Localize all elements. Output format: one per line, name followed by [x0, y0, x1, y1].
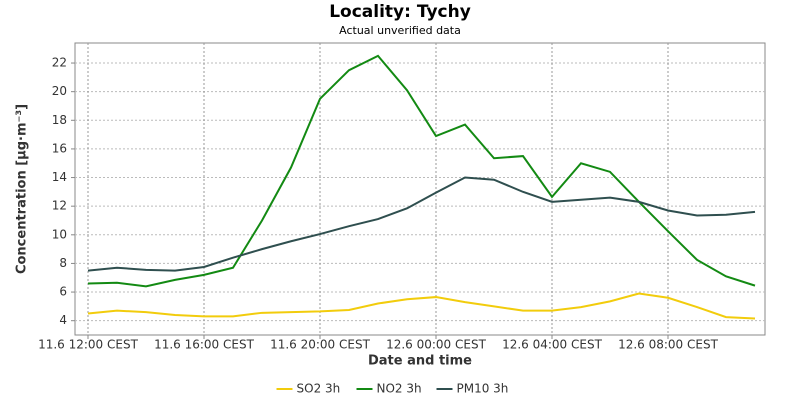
y-tick-label: 16	[52, 141, 67, 155]
y-tick-label: 22	[52, 56, 67, 70]
x-tick-label: 11.6 16:00 CEST	[154, 338, 255, 352]
x-tick-label: 12.6 08:00 CEST	[618, 338, 719, 352]
series-line	[87, 292, 756, 320]
y-tick-label: 8	[59, 256, 67, 270]
y-tick-label: 14	[52, 170, 67, 184]
legend-label: PM10 3h	[457, 382, 509, 396]
x-tick-label: 12.6 00:00 CEST	[386, 338, 487, 352]
x-tick-label: 11.6 12:00 CEST	[38, 338, 139, 352]
y-axis-title: Concentration [µg·m⁻³]	[15, 104, 30, 274]
x-tick-label: 11.6 20:00 CEST	[270, 338, 371, 352]
x-axis-title: Date and time	[368, 354, 472, 369]
legend-label: NO2 3h	[377, 382, 422, 396]
chart-title: Locality: Tychy	[329, 2, 471, 22]
legend-label: SO2 3h	[297, 382, 341, 396]
y-tick-label: 4	[59, 313, 67, 327]
y-tick-label: 18	[52, 113, 67, 127]
y-tick-label: 6	[59, 285, 67, 299]
series-line	[87, 176, 756, 272]
y-tick-label: 12	[52, 199, 67, 213]
y-tick-label: 10	[52, 227, 67, 241]
x-tick-label: 12.6 04:00 CEST	[502, 338, 603, 352]
plot-frame	[74, 42, 766, 336]
series-line	[87, 54, 756, 288]
y-tick-label: 20	[52, 84, 67, 98]
chart-subtitle: Actual unverified data	[339, 24, 461, 37]
